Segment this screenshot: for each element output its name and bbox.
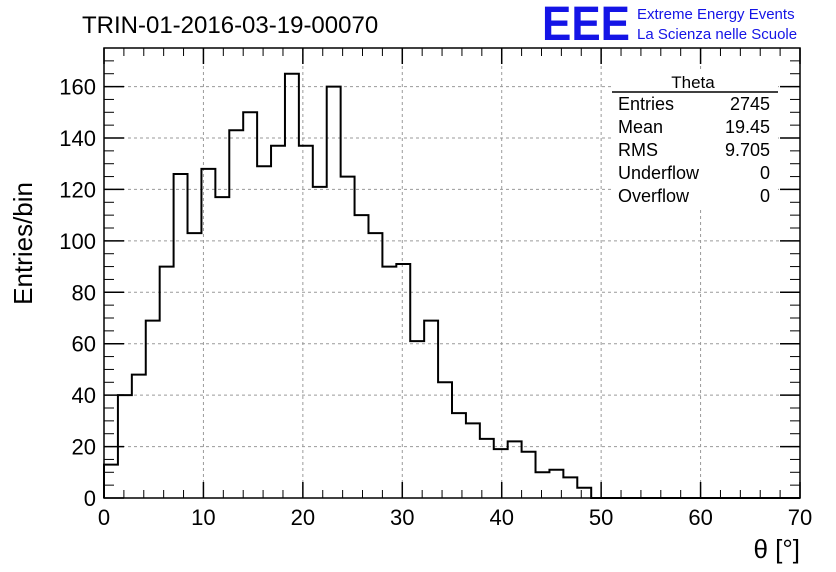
y-tick-label: 0 [84, 486, 96, 511]
x-tick-label: 70 [788, 505, 812, 530]
y-tick-label: 20 [72, 435, 96, 460]
stats-box: Theta Entries 2745 Mean 19.45 RMS 9.705 … [612, 72, 778, 208]
x-tick-label: 20 [291, 505, 315, 530]
x-axis-label: θ [°] [753, 534, 800, 564]
chart-title: TRIN-01-2016-03-19-00070 [82, 12, 378, 39]
plot-frame [103, 47, 801, 499]
stats-box-background [612, 72, 778, 208]
x-tick-label: 0 [98, 505, 110, 530]
y-tick-label: 80 [72, 280, 96, 305]
stats-value-rms: 9.705 [725, 140, 770, 160]
stats-value-underflow: 0 [760, 163, 770, 183]
tick-layer [103, 47, 801, 499]
stats-label-mean: Mean [618, 117, 663, 137]
logo-line-2: La Scienza nelle Scuole [637, 26, 797, 43]
logo: EEE Extreme Energy Events La Scienza nel… [542, 0, 797, 51]
stats-label-overflow: Overflow [618, 186, 690, 206]
x-tick-label: 10 [191, 505, 215, 530]
stats-label-rms: RMS [618, 140, 658, 160]
y-tick-label: 60 [72, 332, 96, 357]
stats-label-underflow: Underflow [618, 163, 700, 183]
eee-logo-mark: EEE [542, 0, 630, 51]
y-axis-label: Entries/bin [8, 182, 38, 305]
y-tick-label: 140 [59, 126, 96, 151]
x-tick-label: 40 [489, 505, 513, 530]
tick-label-layer: 0 10 20 30 40 50 60 70 0 20 40 60 80 100 120 140 160 [59, 75, 812, 530]
stats-value-entries: 2745 [730, 94, 770, 114]
x-tick-label: 50 [589, 505, 613, 530]
stats-value-overflow: 0 [760, 186, 770, 206]
stats-label-entries: Entries [618, 94, 674, 114]
x-tick-label: 60 [688, 505, 712, 530]
x-tick-label: 30 [390, 505, 414, 530]
y-tick-label: 40 [72, 383, 96, 408]
y-tick-label: 120 [59, 177, 96, 202]
stats-title: Theta [671, 73, 715, 92]
y-tick-label: 100 [59, 229, 96, 254]
logo-line-1: Extreme Energy Events [637, 6, 795, 23]
y-tick-label: 160 [59, 75, 96, 100]
stats-value-mean: 19.45 [725, 117, 770, 137]
